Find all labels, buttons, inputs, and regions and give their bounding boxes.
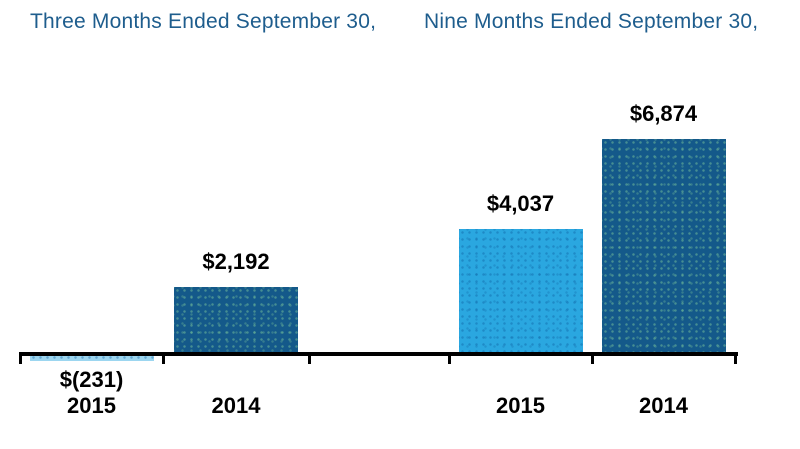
bar-three-months-2015 <box>29 354 154 362</box>
x-axis-line <box>19 352 738 356</box>
bar-nine-months-2015 <box>458 228 583 356</box>
category-label-nine-months-2014: 2014 <box>639 393 688 418</box>
value-label-nine-months-2015: $4,037 <box>486 190 555 216</box>
axis-tick <box>447 352 451 364</box>
value-label-three-months-2015: $(231) <box>59 367 124 392</box>
axis-tick <box>18 352 22 364</box>
axis-tick <box>161 352 165 364</box>
category-label-three-months-2015: 2015 <box>67 393 116 418</box>
category-label-nine-months-2015: 2015 <box>496 393 545 418</box>
group-header-three-months: Three Months Ended September 30, <box>30 10 377 33</box>
value-label-three-months-2014: $2,192 <box>202 248 270 274</box>
bar-three-months-2014 <box>174 286 298 356</box>
bar-nine-months-2014 <box>601 139 726 356</box>
axis-tick <box>307 352 311 364</box>
category-label-three-months-2014: 2014 <box>211 393 261 418</box>
value-label-nine-months-2014: $6,874 <box>629 101 698 126</box>
axis-tick <box>733 352 737 364</box>
axis-tick <box>590 352 594 364</box>
group-header-nine-months: Nine Months Ended September 30, <box>424 10 759 33</box>
